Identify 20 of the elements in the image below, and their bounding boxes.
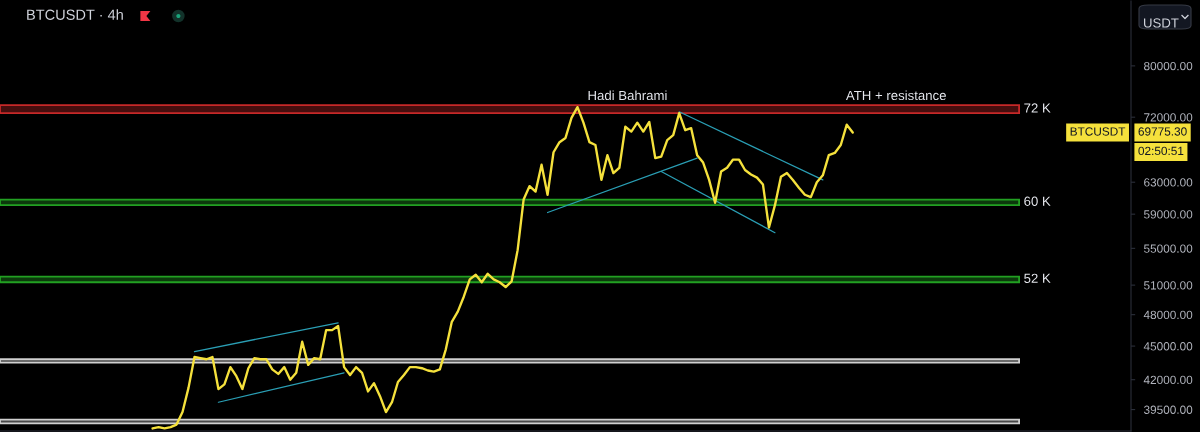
- y-tick-label: 51000.00: [1143, 281, 1193, 290]
- y-tick-label: 45000.00: [1143, 342, 1193, 351]
- y-tick-label: 55000.00: [1143, 244, 1193, 253]
- band-label: 60 K: [1024, 196, 1051, 206]
- annotation: Hadi Bahrami: [588, 90, 667, 101]
- text: 69775.30: [1138, 127, 1187, 136]
- y-tick-label: 42000.00: [1143, 375, 1193, 385]
- text: 02:50:51: [1138, 146, 1184, 156]
- y-tick-label: 48000.00: [1143, 310, 1193, 320]
- legend-label: BTCUSDT: [1070, 127, 1126, 136]
- y-axis-title: USDT: [1144, 18, 1179, 28]
- y-tick-label: 63000.00: [1144, 178, 1193, 187]
- chart-title: BTCUSDT · 4h: [27, 9, 123, 20]
- y-tick-label: 39500.00: [1143, 405, 1193, 414]
- band-label: 72 K: [1024, 103, 1051, 113]
- y-tick-label: 80000.00: [1144, 61, 1193, 71]
- annotation: ATH + resistance: [845, 90, 946, 101]
- y-tick-label: 72000.00: [1144, 113, 1193, 122]
- band-label: 52 K: [1024, 273, 1051, 283]
- y-tick-label: 59000.00: [1143, 210, 1193, 219]
